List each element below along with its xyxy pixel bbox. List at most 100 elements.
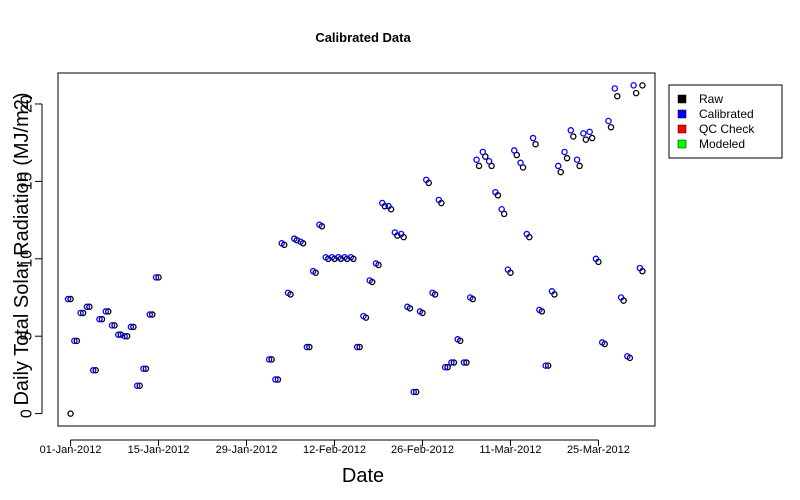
point-calibrated [272,376,279,383]
y-tick-label: 15 [19,172,36,190]
point-raw [532,140,539,148]
point-raw [607,123,615,131]
point-calibrated [561,148,568,156]
point-raw [356,343,363,351]
series-raw [67,82,646,417]
point-raw [268,356,275,363]
point-raw [105,308,112,315]
point-raw [86,303,93,311]
point-raw [463,359,470,366]
point-calibrated [441,363,449,371]
point-raw [450,359,458,366]
point-calibrated [492,188,499,196]
data-points [64,82,646,417]
point-calibrated [64,295,72,303]
point-calibrated [429,289,436,297]
point-raw [557,168,564,176]
y-axis-title: Daily Total Solar Radiation (MJ/m2) [11,92,33,405]
point-calibrated [517,159,524,167]
legend-label: Raw [699,92,723,106]
point-calibrated [423,176,430,184]
point-raw [582,136,590,143]
point-raw [130,323,137,331]
point-calibrated [460,359,468,366]
point-raw [79,309,87,317]
point-calibrated [121,332,128,340]
point-calibrated [397,230,405,238]
y-axis: 0 5 10 15 20 [19,95,43,418]
point-calibrated [341,253,348,261]
x-tick-label: 15-Jan-2012 [128,444,190,456]
point-calibrated [448,359,455,366]
point-calibrated [71,337,78,345]
point-calibrated [372,260,380,267]
point-calibrated [328,253,336,261]
point-calibrated [523,230,531,238]
point-raw [475,162,483,170]
point-calibrated [385,202,392,210]
point-calibrated [83,303,91,311]
point-raw [274,376,282,383]
point-calibrated [598,339,606,346]
point-calibrated [133,382,141,389]
point-calibrated [140,365,147,372]
point-calibrated [410,388,417,396]
point-raw [632,89,640,97]
x-tick-label: 11-Mar-2012 [479,444,541,456]
point-calibrated [404,303,411,311]
point-calibrated [592,255,600,263]
point-calibrated [102,308,110,315]
point-calibrated [473,156,480,163]
series-calibrated [64,82,644,396]
point-calibrated [454,336,461,343]
point-calibrated [573,156,581,163]
point-raw [92,367,99,374]
plot-frame [57,72,656,427]
point-calibrated [485,157,493,165]
chart-title: Calibrated Data [315,30,411,45]
point-calibrated [77,309,84,317]
point-calibrated [542,362,549,369]
legend-label: Modeled [699,137,745,151]
point-calibrated [127,323,135,331]
point-calibrated [630,82,637,89]
point-calibrated [498,205,505,213]
point-calibrated [586,128,593,136]
x-tick-label: 01-Jan-2012 [40,444,102,456]
point-calibrated [554,162,562,170]
point-calibrated [360,312,367,320]
y-tick-label: 5 [19,332,36,341]
point-raw [570,133,577,140]
point-calibrated [504,266,512,273]
point-raw [98,315,106,323]
point-raw [563,154,571,162]
x-axis: 01-Jan-2012 15-Jan-2012 29-Jan-2012 12-Feb-… [40,439,630,456]
point-calibrated [347,253,355,261]
point-calibrated [96,315,103,323]
y-tick-label: 10 [19,250,36,268]
x-axis-title: Date [342,465,384,487]
point-calibrated [353,343,361,351]
y-tick-label: 0 [19,409,36,418]
point-raw [117,331,125,338]
point-calibrated [303,343,311,351]
point-calibrated [309,267,317,275]
x-tick-label: 12-Feb-2012 [303,444,366,456]
point-calibrated [379,199,386,207]
point-raw [67,295,74,303]
point-raw [639,82,646,89]
point-calibrated [152,274,160,281]
point-raw [444,363,451,371]
point-calibrated [624,353,631,360]
point-calibrated [278,240,285,247]
y-tick-label: 20 [19,95,36,113]
point-calibrated [146,311,153,318]
point-calibrated [479,148,487,156]
point-raw [155,274,162,281]
point-calibrated [510,147,518,154]
point-calibrated [297,238,304,246]
point-raw [136,382,143,389]
legend-swatch [677,139,687,149]
point-calibrated [335,253,342,261]
